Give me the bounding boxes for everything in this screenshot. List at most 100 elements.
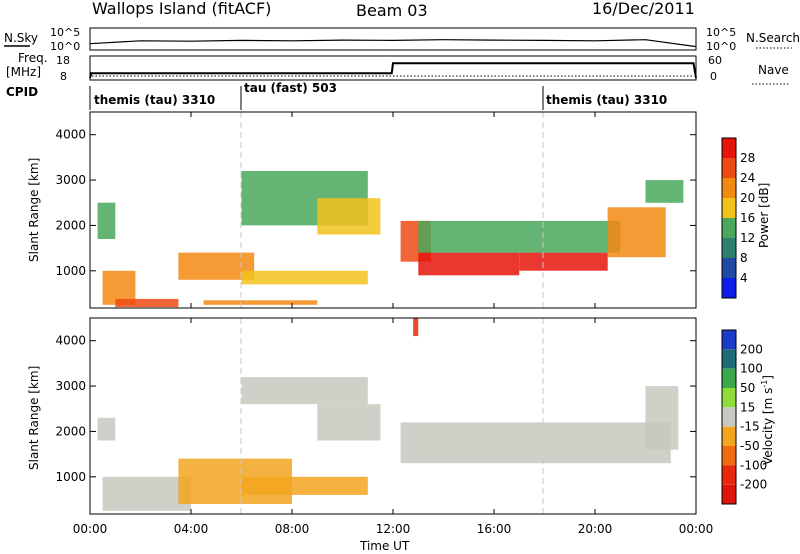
velocity-colorbar-cells xyxy=(721,329,737,505)
cpid-panel: CPID themis (tau) 3310 tau (fast) 503 th… xyxy=(6,81,667,110)
vel-regions-region-3 xyxy=(241,476,368,495)
freq-label-1: Freq. xyxy=(18,51,48,65)
vel-cbar-ticks-3: 15 xyxy=(740,400,755,414)
power-regions-region-11 xyxy=(418,220,621,253)
vel-cbar-cell-1 xyxy=(722,349,736,369)
power-cbar-cell-7 xyxy=(722,138,736,158)
power-yticks-label-0: 1000 xyxy=(55,264,86,278)
velocity-colorbar-ticks: 200 100 50 15 -15 -50 -100 -200 xyxy=(740,342,767,491)
velocity-ylabel: Slant Range [km] xyxy=(27,366,41,470)
power-cbar-ticks-4: 20 xyxy=(740,191,755,205)
velocity-yaxis: 1000 2000 3000 4000 xyxy=(55,334,696,484)
power-yticks-label-2: 3000 xyxy=(55,173,86,187)
nave-label: Nave xyxy=(758,63,789,77)
power-colorbar-label: Power [dB] xyxy=(757,183,771,248)
power-yaxis: 1000 2000 3000 4000 xyxy=(55,128,696,278)
vel-regions-region-4 xyxy=(317,404,381,441)
frequency-series xyxy=(89,62,697,79)
power-data xyxy=(97,171,684,308)
power-yticks-label-3: 4000 xyxy=(55,128,86,142)
velocity-colorbar-label: Velocity [m s-1] xyxy=(760,375,775,465)
vel-cbar-cell-7 xyxy=(722,465,736,485)
vel-cbar-cell-0 xyxy=(722,330,736,350)
power-cbar-frame xyxy=(721,137,737,299)
power-cbar-cell-1 xyxy=(722,258,736,278)
xtick-label-6: 00:00 xyxy=(679,522,714,536)
beam-label: Beam 03 xyxy=(356,1,428,20)
power-regions-region-1 xyxy=(115,298,179,308)
noise-sky-label: N.Sky xyxy=(4,31,38,45)
power-cbar-ticks-5: 24 xyxy=(740,171,755,185)
vel-yticks-label-3: 4000 xyxy=(55,334,86,348)
vel-regions-region-8 xyxy=(413,318,419,337)
power-regions-region-12 xyxy=(607,207,666,258)
noise-left-tick-top: 10^5 xyxy=(50,26,80,39)
cpid-segment-3: themis (tau) 3310 xyxy=(546,93,667,107)
power-colorbar: 4 8 12 16 20 24 28 Power [dB] xyxy=(721,137,771,299)
vel-yticks-label-0: 1000 xyxy=(55,470,86,484)
frequency-frame xyxy=(89,55,697,81)
velocity-data xyxy=(97,318,679,511)
power-regions-region-10 xyxy=(519,252,608,271)
noise-right-tick-bottom: 10^0 xyxy=(706,40,736,53)
plot-title: Wallops Island (fitACF) xyxy=(92,0,271,18)
velocity-colorbar: 200 100 50 15 -15 -50 -100 -200 Velocity [m s-1… xyxy=(721,329,775,505)
vel-regions-region-7 xyxy=(645,386,679,450)
vel-cbar-cell-6 xyxy=(722,446,736,466)
power-regions-region-13 xyxy=(645,180,684,203)
power-colorbar-ticks: 4 8 12 16 20 24 28 xyxy=(740,151,755,285)
noise-right-tick-top: 10^5 xyxy=(706,26,736,39)
vel-cbar-cell-4 xyxy=(722,407,736,427)
time-xaxis: 00:00 04:00 08:00 12:00 16:00 20:00 00:00 xyxy=(73,112,714,536)
xtick-label-1: 04:00 xyxy=(174,522,209,536)
cpid-segment-2: tau (fast) 503 xyxy=(244,81,337,95)
freq-left-tick-top: 18 xyxy=(56,54,70,67)
power-regions-region-9 xyxy=(418,252,520,276)
vel-cbar-cell-2 xyxy=(722,368,736,388)
vel-cbar-ticks-7: -200 xyxy=(740,478,767,492)
noise-search-label: N.Search xyxy=(746,31,800,45)
vel-cbar-ticks-4: -15 xyxy=(740,420,760,434)
power-yticks-label-1: 2000 xyxy=(55,218,86,232)
power-regions-region-6 xyxy=(317,198,381,235)
vel-cbar-ticks-0: 200 xyxy=(740,342,763,356)
power-regions-region-7 xyxy=(97,202,116,239)
vel-regions-region-5 xyxy=(97,417,116,441)
power-cbar-cell-3 xyxy=(722,218,736,238)
vel-regions-region-2 xyxy=(241,377,368,405)
vel-regions-region-6 xyxy=(400,422,671,464)
power-cbar-ticks-6: 28 xyxy=(740,151,755,165)
power-panel: Slant Range [km] 1000 2000 3000 4000 xyxy=(27,111,697,309)
power-cbar-cell-2 xyxy=(722,238,736,258)
cpid-segment-1: themis (tau) 3310 xyxy=(94,93,215,107)
vel-cbar-ticks-2: 50 xyxy=(740,381,755,395)
vel-cbar-ticks-5: -50 xyxy=(740,439,760,453)
power-ylabel: Slant Range [km] xyxy=(27,158,41,262)
power-cbar-cell-6 xyxy=(722,158,736,178)
vel-cbar-cell-5 xyxy=(722,426,736,446)
power-cbar-ticks-2: 12 xyxy=(740,231,755,245)
noise-frame xyxy=(89,27,697,51)
power-cbar-cell-4 xyxy=(722,198,736,218)
noise-series xyxy=(89,39,697,48)
freq-right-tick-top: 60 xyxy=(708,54,722,67)
noise-left-tick-bottom: 10^0 xyxy=(50,40,80,53)
power-cbar-cell-0 xyxy=(722,278,736,298)
power-cbar-cell-5 xyxy=(722,178,736,198)
vel-yticks-label-1: 2000 xyxy=(55,424,86,438)
freq-right-tick-bottom: 0 xyxy=(710,70,717,83)
vel-cbar-cell-8 xyxy=(722,484,736,504)
vel-cbar-cell-3 xyxy=(722,388,736,408)
velocity-panel: Slant Range [km] 1000 2000 3000 4000 00:00 0… xyxy=(27,112,713,553)
power-regions-region-3 xyxy=(203,300,318,305)
frequency-panel: Freq. [MHz] 18 8 60 0 Nave xyxy=(6,51,790,85)
xtick-label-5: 20:00 xyxy=(578,522,613,536)
vel-cbar-ticks-6: -100 xyxy=(740,458,767,472)
vel-yticks-label-2: 3000 xyxy=(55,379,86,393)
power-cbar-ticks-3: 16 xyxy=(740,211,755,225)
noise-panel: N.Sky 10^5 10^0 10^5 10^0 N.Search xyxy=(4,26,800,53)
date-label: 16/Dec/2011 xyxy=(592,0,695,18)
xtick-label-4: 16:00 xyxy=(477,522,512,536)
power-colorbar-cells xyxy=(721,137,737,299)
